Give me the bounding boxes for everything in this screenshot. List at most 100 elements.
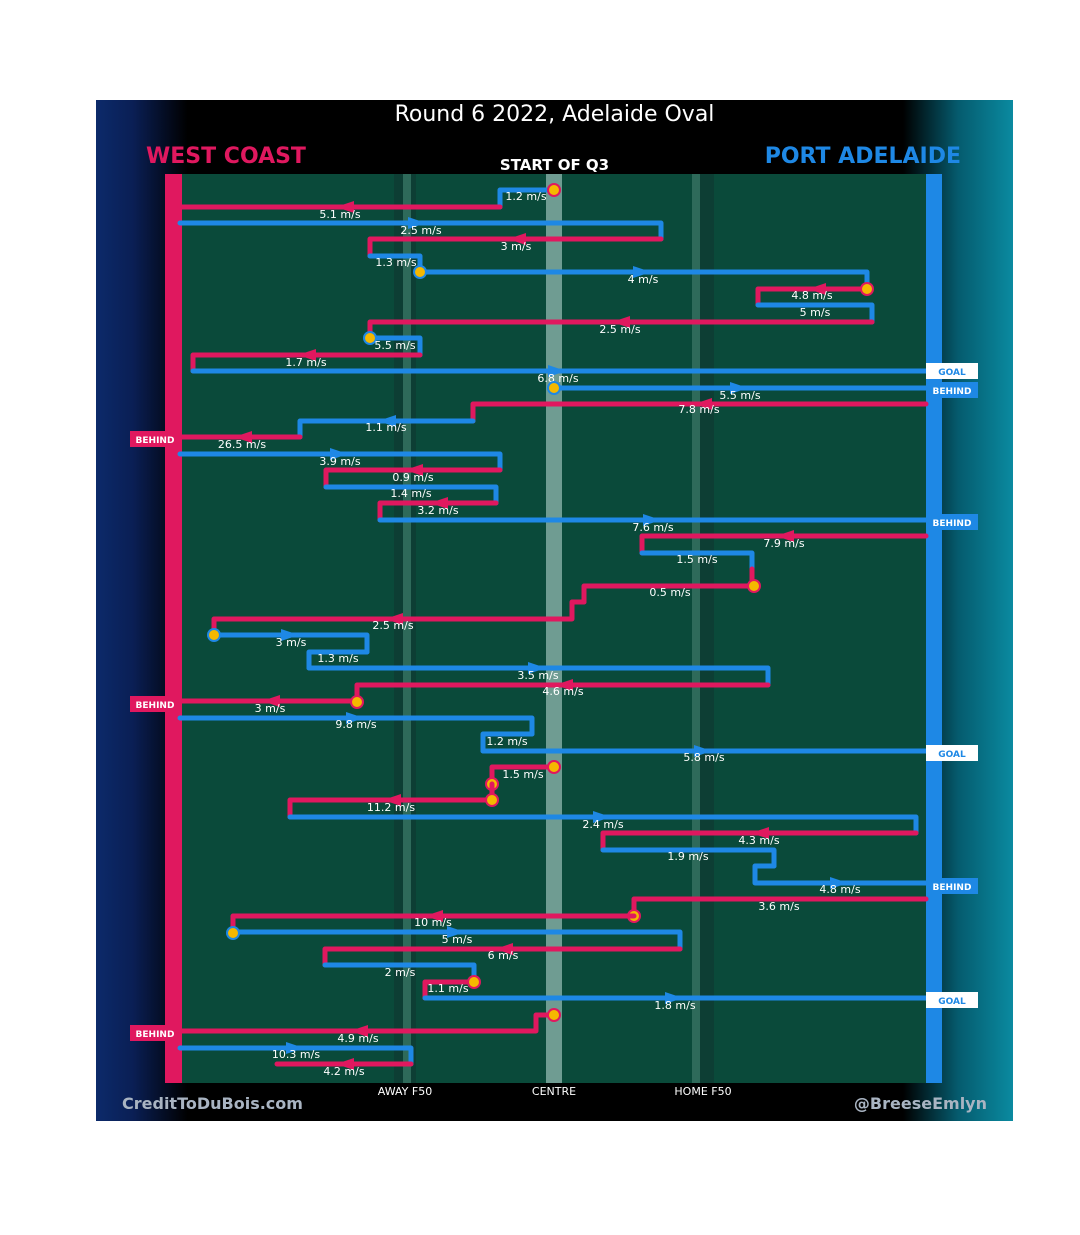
chart-frame: Round 6 2022, Adelaide Oval WEST COAST P…	[96, 100, 1013, 1121]
chain-speed-label: 1.4 m/s	[390, 487, 431, 500]
chain-arrow	[830, 877, 848, 889]
result-badge-label: BEHIND	[136, 436, 175, 446]
chain-arrow	[286, 1042, 304, 1054]
chain-path	[323, 467, 503, 490]
result-badge	[926, 514, 978, 530]
stoppage-marker	[226, 926, 240, 940]
chain-path	[755, 302, 875, 325]
chain-path	[639, 533, 929, 556]
stoppage-marker	[467, 975, 481, 989]
chain-arrow	[694, 745, 712, 757]
chain-arrow	[447, 926, 465, 938]
chain-speed-label: 2.5 m/s	[599, 323, 640, 336]
chain-speed-label: 7.9 m/s	[763, 537, 804, 550]
chain-speed-label: 5 m/s	[442, 933, 473, 946]
chain-arrow	[694, 398, 712, 410]
chain-speed-label: 10.3 m/s	[272, 1048, 320, 1061]
chain-speed-label: 4.9 m/s	[337, 1032, 378, 1045]
chain-speed-label: 4.8 m/s	[819, 883, 860, 896]
axis-label-away-f50: AWAY F50	[377, 1085, 433, 1098]
chain-speed-label: 9.8 m/s	[335, 718, 376, 731]
chain-speed-label: 3 m/s	[255, 702, 286, 715]
credit-right: @BreeseEmlyn	[853, 1094, 987, 1113]
chain-path	[497, 187, 557, 210]
chain-arrow	[346, 712, 364, 724]
chain-path	[190, 352, 423, 374]
chain-plot: 1.2 m/s 5.1 m/s 2.5 m/s 3 m/s 1.3 m/s 4 m/s 4.…	[130, 174, 978, 1083]
chain-speed-label: 4.6 m/s	[542, 685, 583, 698]
chain-path	[600, 847, 777, 869]
result-badge-label: GOAL	[938, 750, 966, 760]
chain-arrow	[385, 613, 403, 625]
chain-speed-label: 2 m/s	[385, 966, 416, 979]
chain-speed-label: 1.5 m/s	[676, 553, 717, 566]
chain-arrow	[612, 316, 630, 328]
chain-speed-label: 5.1 m/s	[319, 208, 360, 221]
centre-band	[546, 174, 562, 1083]
chain-arrow	[730, 382, 748, 394]
chain-speed-label: 5.8 m/s	[683, 751, 724, 764]
chart-title: Round 6 2022, Adelaide Oval	[394, 102, 715, 127]
chain-path	[177, 1045, 414, 1067]
chain-arrow	[555, 679, 573, 691]
result-badge	[926, 878, 978, 894]
chain-path	[230, 929, 683, 952]
result-badge	[926, 363, 978, 379]
chain-path	[177, 715, 535, 737]
chain-speed-label: 5 m/s	[800, 306, 831, 319]
team-left-name: WEST COAST	[146, 144, 306, 169]
stoppage-marker	[363, 331, 377, 345]
chain-path	[752, 863, 929, 886]
stoppage-marker	[485, 793, 499, 807]
chain-arrow	[336, 201, 354, 213]
chain-path	[639, 550, 755, 572]
result-badge-label: BEHIND	[136, 701, 175, 711]
result-badge	[926, 992, 978, 1008]
chain-arrow	[528, 662, 546, 674]
chain-path	[306, 665, 771, 688]
result-badge-label: GOAL	[938, 997, 966, 1007]
chain-path	[297, 418, 476, 440]
chain-arrow	[508, 233, 526, 245]
chain-arrow	[298, 349, 316, 361]
stoppage-marker	[350, 695, 364, 709]
chain-speed-label: 7.6 m/s	[632, 521, 673, 534]
result-badge-label: BEHIND	[933, 883, 972, 893]
result-badge-label: BEHIND	[136, 1030, 175, 1040]
chain-speed-label: 0.5 m/s	[649, 586, 690, 599]
stoppage-marker	[207, 628, 221, 642]
chain-speed-label: 3 m/s	[276, 636, 307, 649]
chain-path	[177, 451, 503, 473]
axis-label-centre: CENTRE	[531, 1085, 577, 1098]
port-adelaide-goal-post	[926, 174, 942, 1083]
chain-arrow	[633, 266, 651, 278]
chain-path	[581, 566, 755, 605]
chain-speed-label: 1.3 m/s	[375, 256, 416, 269]
result-badge	[926, 382, 978, 398]
away-f50-line	[403, 174, 411, 1083]
chain-path	[600, 830, 919, 853]
result-badge	[130, 696, 180, 712]
chain-speed-label: 0.9 m/s	[392, 471, 433, 484]
home-f50-line	[692, 174, 700, 1083]
chain-speed-label: 6 m/s	[488, 949, 519, 962]
chain-arrow	[776, 530, 794, 542]
chain-path	[367, 335, 423, 358]
chain-speed-label: 6.8 m/s	[537, 372, 578, 385]
chart-subtitle: START OF Q3	[499, 156, 610, 174]
chain-speed-label: 3.6 m/s	[758, 900, 799, 913]
chain-speed-label: 3.2 m/s	[417, 504, 458, 517]
chain-speed-label: 2.5 m/s	[372, 619, 413, 632]
chain-path	[367, 236, 664, 259]
chain-speed-label: 1.2 m/s	[505, 190, 546, 203]
result-badge-label: GOAL	[938, 368, 966, 378]
chain-path	[470, 401, 929, 424]
stoppage-marker	[547, 381, 561, 395]
chain-speed-label: 4.2 m/s	[323, 1065, 364, 1078]
chain-speed-label: 7.8 m/s	[678, 403, 719, 416]
chain-arrow	[262, 695, 280, 707]
axis-label-home-f50: HOME F50	[674, 1085, 732, 1098]
chain-speed-label: 2.5 m/s	[400, 224, 441, 237]
chain-arrow	[751, 827, 769, 839]
result-badge-label: BEHIND	[933, 519, 972, 529]
